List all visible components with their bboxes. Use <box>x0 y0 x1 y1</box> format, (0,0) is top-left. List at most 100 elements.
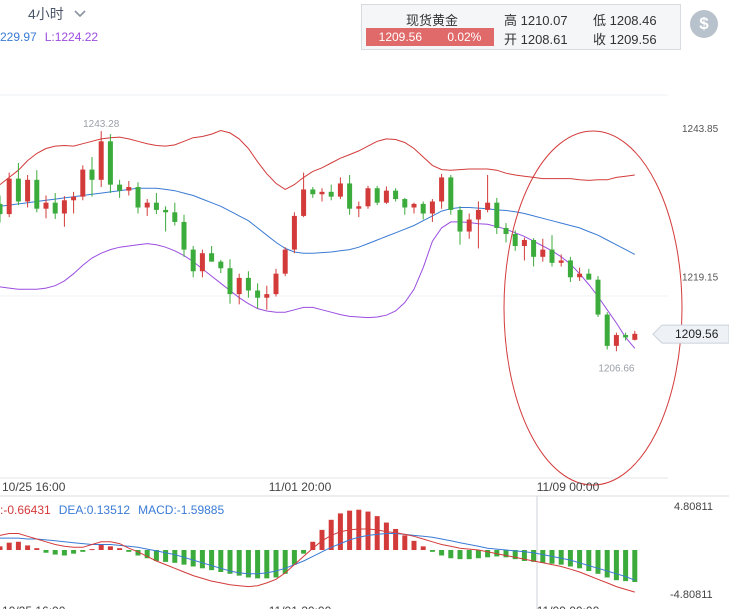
candle-down <box>604 314 610 346</box>
candle-up <box>282 249 288 274</box>
macd-diff-value: :-0.66431 <box>0 503 51 517</box>
macd-bar-negative <box>439 550 445 556</box>
macd-bar-negative <box>521 550 527 561</box>
candle-up <box>301 189 307 216</box>
macd-bar-positive <box>89 549 95 551</box>
candle-down <box>512 233 518 246</box>
macd-bar-negative <box>163 550 169 562</box>
candle-up <box>273 273 279 295</box>
candle-up <box>61 200 67 214</box>
candle-down <box>393 190 399 200</box>
macd-bar-negative <box>172 550 178 563</box>
time-axis-tick-lower: 11/01 20:00 <box>269 604 332 609</box>
candle-up <box>429 201 435 214</box>
candle-down <box>255 290 261 298</box>
macd-bar-negative <box>209 550 215 571</box>
last-price-tag <box>652 324 729 344</box>
macd-bar-positive <box>374 516 380 550</box>
macd-bar-negative <box>218 550 224 572</box>
candle-down <box>218 261 224 269</box>
candle-up <box>43 202 49 209</box>
candle-up <box>80 169 86 197</box>
candle-down <box>89 169 95 180</box>
dollar-icon[interactable]: $ <box>690 10 718 38</box>
chevron-down-icon <box>74 10 86 18</box>
timeframe-selector[interactable]: 4小时 <box>28 4 86 24</box>
candle-up <box>291 215 297 250</box>
candle-up <box>365 188 371 207</box>
candle-down <box>374 188 380 203</box>
candle-down <box>181 221 187 250</box>
macd-bar-negative <box>632 550 638 583</box>
macd-bar-negative <box>273 550 279 578</box>
macd-bar-positive <box>328 519 334 550</box>
candle-down <box>623 335 629 338</box>
current-price: 1209.56 <box>378 30 423 44</box>
macd-legend: :-0.66431 DEA:0.13512 MACD:-1.59885 <box>0 503 224 517</box>
candle-down <box>52 202 58 214</box>
candle-up <box>144 202 150 208</box>
candle-up <box>356 206 362 209</box>
quote-panel: 现货黄金 1209.56 0.02% 高 1210.07 低 1208.46 开… <box>361 4 681 50</box>
macd-bar-negative <box>586 550 592 572</box>
candle-down <box>567 260 573 278</box>
time-axis-tick: 10/25 16:00 <box>2 480 66 494</box>
macd-bar-positive <box>402 535 408 550</box>
candle-up <box>485 202 491 210</box>
macd-bar-negative <box>549 550 555 564</box>
max-price-label: 1243.28 <box>83 119 120 130</box>
candle-up <box>558 260 564 263</box>
candle-down <box>328 191 334 197</box>
candle-down <box>15 178 21 202</box>
macd-bar-negative <box>512 550 518 560</box>
macd-bar-positive <box>383 522 389 550</box>
macd-bar-positive <box>15 541 21 550</box>
macd-bar-negative <box>61 550 67 556</box>
candle-up <box>337 183 343 197</box>
candle-down <box>448 177 454 210</box>
price-badge: 1209.56 0.02% <box>366 28 494 46</box>
macd-bar-negative <box>485 550 491 558</box>
candle-down <box>0 203 3 215</box>
candle-up <box>25 179 31 202</box>
boll-lower-value: L:1224.22 <box>44 30 99 44</box>
candle-up <box>199 253 205 272</box>
macd-bar-negative <box>567 550 573 567</box>
macd-bar-negative <box>135 550 141 556</box>
change-percent: 0.02% <box>447 30 482 44</box>
candle-up <box>475 209 481 220</box>
macd-bar-positive <box>319 529 325 550</box>
macd-bar-negative <box>577 550 583 569</box>
boll-middle-line <box>0 187 636 255</box>
macd-bar-negative <box>190 550 196 567</box>
candle-up <box>383 190 389 203</box>
candle-down <box>549 249 555 263</box>
candle-up <box>236 277 242 295</box>
macd-bar-negative <box>558 550 564 565</box>
macd-bar-negative <box>291 550 297 565</box>
macd-bar-positive <box>34 548 40 550</box>
candle-down <box>420 203 426 214</box>
macd-bar-negative <box>457 550 463 560</box>
dea-line <box>0 533 635 581</box>
time-axis-tick: 11/09 00:00 <box>537 480 600 494</box>
candle-down <box>209 253 215 262</box>
macd-bar-negative <box>466 550 472 560</box>
candle-up <box>98 141 104 180</box>
candle-down <box>107 141 113 185</box>
macd-bar-positive <box>420 546 426 550</box>
macd-axis-tick: 4.80811 <box>674 501 713 513</box>
macd-bar-negative <box>503 550 509 558</box>
price-axis-tick: 1219.15 <box>682 272 719 283</box>
macd-bar-negative <box>540 550 546 563</box>
candle-down <box>172 212 178 222</box>
macd-bar-positive <box>0 546 3 550</box>
macd-bar-positive <box>6 542 12 550</box>
candle-down <box>586 273 592 280</box>
macd-dea-value: DEA:0.13512 <box>58 503 131 517</box>
macd-bar-negative <box>126 550 132 552</box>
candle-down <box>310 189 316 195</box>
candle-down <box>595 279 601 315</box>
macd-line <box>0 528 635 593</box>
